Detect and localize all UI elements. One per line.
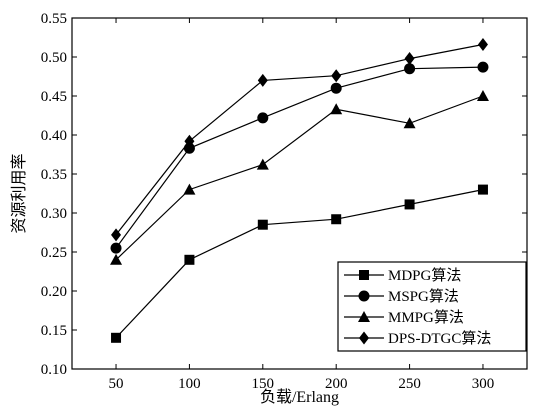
data-point: [330, 82, 342, 94]
legend-label: MMPG算法: [388, 308, 464, 326]
data-point: [330, 103, 343, 115]
series-triangle: [110, 90, 489, 265]
plot-area: [71, 17, 528, 370]
data-point: [404, 199, 415, 210]
data-point: [257, 73, 268, 87]
legend-marker: [358, 311, 370, 322]
data-point: [477, 184, 488, 195]
legend-label: DPS-DTGC算法: [388, 329, 491, 347]
x-tick-label: 50: [109, 376, 124, 392]
x-tick-label: 300: [472, 376, 495, 392]
series-line: [115, 189, 484, 339]
axis-labels: 0.10 0.15 0.20 0.25 0.30 0.35 0.40 0.45 0.50 0.55…: [10, 11, 494, 406]
y-tick-label: 0.35: [41, 167, 67, 183]
data-point: [257, 112, 269, 124]
data-point: [477, 38, 488, 52]
data-point: [184, 134, 195, 148]
data-point: [477, 61, 489, 73]
series-line: [115, 95, 484, 261]
legend-marker: [358, 290, 370, 302]
data-point: [110, 253, 123, 265]
legend-marker: [359, 270, 369, 280]
y-tick-label: 0.15: [41, 323, 67, 339]
data-point: [111, 228, 122, 242]
series-line: [115, 43, 484, 236]
y-tick-label: 0.40: [41, 128, 67, 144]
series-square: [111, 184, 488, 343]
y-axis-title: 资源利用率: [10, 153, 28, 233]
legend-label: MSPG算法: [388, 287, 459, 305]
plot-frame: [71, 17, 528, 370]
y-tick-label: 0.30: [41, 206, 67, 222]
x-tick-label: 200: [325, 376, 348, 392]
data-point: [110, 242, 122, 254]
data-point: [331, 214, 342, 225]
y-tick-label: 0.25: [41, 245, 67, 261]
legend-box: [337, 261, 527, 352]
data-point: [257, 219, 268, 230]
x-tick-label: 150: [252, 376, 275, 392]
data-point: [331, 69, 342, 83]
series-line: [115, 66, 484, 249]
x-tick-label: 100: [178, 376, 201, 392]
series-circle: [110, 61, 489, 254]
series-diamond: [111, 38, 488, 242]
y-tick-label: 0.20: [41, 284, 67, 300]
data-point: [256, 158, 269, 170]
data-point: [183, 183, 196, 195]
data-point: [403, 117, 416, 129]
data-point: [404, 63, 416, 75]
legend: MDPG算法 MSPG算法 MMPG算法 DPS-DTGC算法: [337, 261, 527, 352]
y-tick-label: 0.55: [41, 11, 67, 27]
legend-marker: [359, 331, 369, 345]
data-point: [404, 52, 415, 66]
x-axis-title: 负载/Erlang: [260, 388, 339, 406]
data-point: [184, 254, 195, 265]
y-tick-label: 0.45: [41, 89, 67, 105]
x-tick-label: 250: [398, 376, 421, 392]
legend-label: MDPG算法: [388, 266, 461, 284]
y-tick-label: 0.10: [41, 362, 67, 378]
data-point: [111, 332, 122, 343]
data-point: [476, 90, 489, 101]
y-tick-label: 0.50: [41, 50, 67, 66]
